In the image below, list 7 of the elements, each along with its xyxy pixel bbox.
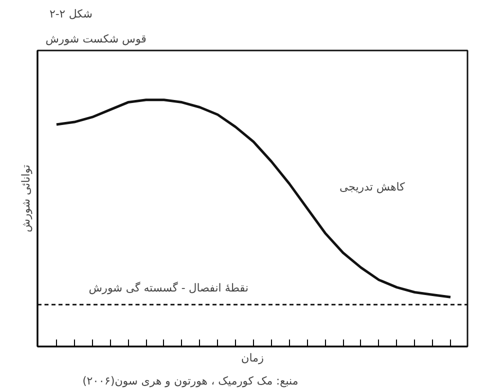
y-axis-title: توانائی شورش xyxy=(20,164,32,232)
chart-title: شکل ۲-۲ xyxy=(50,8,92,20)
chart-subtitle: قوس شکست شورش xyxy=(46,32,146,46)
annotation: کاهش تدریجی xyxy=(339,180,406,194)
text: منبع: مک کورمیک ، هورتون و هری سون(۲۰۰۶) xyxy=(82,374,298,388)
ref-line-label: نقطهٔ انفصال - گسسته گی شورش xyxy=(88,282,248,295)
x-axis-title: زمان xyxy=(241,352,264,364)
